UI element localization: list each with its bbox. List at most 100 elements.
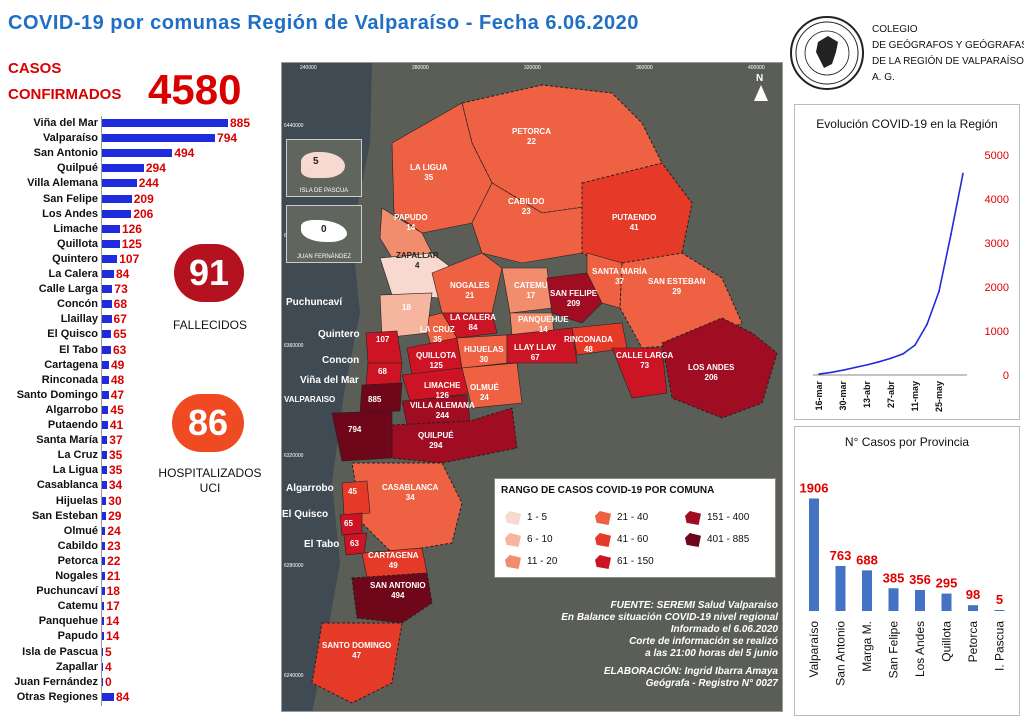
evolution-chart-panel: Evolución COVID-19 en la Región 0 1000 200…	[794, 104, 1020, 420]
commune-row: Nogales 21	[4, 569, 280, 583]
map-label-petorca: PETORCA 22	[512, 127, 551, 146]
commune-cabildo	[471, 182, 613, 264]
map-value-valparaiso: 794	[348, 425, 362, 434]
map-label-la-cruz: LA CRUZ 35	[420, 325, 455, 344]
commune-el-tabo	[343, 532, 368, 556]
map-label-cabildo: CABILDO 23	[508, 197, 545, 216]
series-point	[938, 290, 940, 293]
province-category-label: I. Pascua	[993, 621, 1007, 671]
commune-bar	[102, 526, 106, 535]
commune-name: Juan Fernández	[14, 675, 98, 688]
commune-bar	[102, 239, 120, 248]
province-value-label: 1906	[800, 480, 829, 495]
commune-value: 294	[145, 161, 166, 176]
grid-y-label: 6240000	[284, 673, 304, 679]
grid-y-label: 6320000	[284, 453, 304, 459]
map-label-san-felipe: SAN FELIPE 209	[550, 289, 598, 308]
map-label-san-esteban: SAN ESTEBAN 29	[648, 277, 706, 296]
commune-value: 494	[174, 146, 195, 161]
commune-name: Papudo	[57, 630, 98, 643]
series-point	[926, 323, 928, 326]
commune-row: El Quisco 65	[4, 327, 280, 341]
series-point	[854, 366, 856, 369]
commune-putaendo	[581, 162, 693, 274]
hospitalized-badge: 86	[172, 394, 244, 452]
commune-row: Los Andes 206	[4, 207, 280, 221]
legend-swatch	[595, 555, 611, 569]
evolution-chart-title: Evolución COVID-19 en la Región	[816, 117, 998, 131]
cases-label-line2: CONFIRMADOS	[8, 86, 122, 103]
source-line: FUENTE: SEREMI Salud Valparaiso	[610, 600, 778, 611]
source-line: Geógrafa - Registro N° 0027	[645, 678, 778, 689]
province-chart-title: N° Casos por Provincia	[844, 435, 970, 449]
commune-row: Cartagena 49	[4, 358, 280, 372]
x-tick-label: 16-mar	[814, 381, 824, 411]
commune-name: San Antonio	[33, 147, 98, 160]
commune-value: 885	[230, 116, 251, 130]
commune-bar	[102, 692, 114, 701]
commune-bar	[102, 119, 228, 127]
commune-name: Putaendo	[47, 419, 98, 431]
commune-name: Nogales	[55, 570, 98, 582]
y-tick-label: 1000	[985, 326, 1009, 338]
inset-juan-fernandez: 0 JUAN FERNÁNDEZ	[286, 205, 362, 263]
commune-row: Villa Alemana 244	[4, 176, 280, 190]
series-point	[950, 233, 952, 235]
deaths-label: FALLECIDOS	[172, 318, 248, 332]
y-tick-label: 5000	[985, 150, 1009, 162]
map-label-olmue: OLMUÉ 24	[470, 383, 499, 402]
commune-value: 0	[105, 674, 112, 689]
commune-name: Panquehue	[38, 615, 98, 628]
commune-bar	[102, 194, 132, 203]
legend-label: 61 - 150	[617, 556, 654, 567]
grid-x-label: 400000	[748, 65, 765, 71]
map-label-villa-alemana: VILLA ALEMANA 244	[410, 401, 475, 420]
x-tick-label: 30-mar	[838, 381, 848, 411]
map-label-quillota: QUILLOTA 125	[416, 351, 457, 370]
page-title: COVID-19 por comunas Región de Valparaís…	[8, 12, 639, 34]
source-block: FUENTE: SEREMI Salud Valparaiso En Balan…	[500, 600, 778, 690]
commune-row: Zapallar 4	[4, 660, 280, 674]
commune-row: Otras Regiones 84	[4, 690, 280, 704]
map-label-papudo: PAPUDO 14	[394, 213, 428, 232]
map-label-nogales: NOGALES 21	[450, 281, 490, 300]
cases-label: CASOS	[8, 60, 62, 77]
map-label-cartagena: CARTAGENA 49	[368, 551, 419, 570]
commune-row: Limache 126	[4, 222, 280, 236]
north-label: N	[756, 73, 764, 84]
map-side-label-vina: Viña del Mar	[300, 375, 359, 386]
legend-title: RANGO DE CASOS COVID-19 POR COMUNA	[501, 485, 715, 496]
map-legend: RANGO DE CASOS COVID-19 POR COMUNA 1 - 5…	[494, 478, 776, 578]
series-point	[962, 172, 964, 175]
commune-san-felipe	[546, 272, 603, 324]
commune-bar	[102, 421, 108, 429]
commune-casablanca	[351, 462, 463, 554]
inset-isla-de-pascua: 5 ISLA DE PASCUA	[286, 139, 362, 197]
commune-name: Limache	[53, 222, 98, 235]
commune-row: Valparaíso 794	[4, 131, 280, 145]
commune-bar	[102, 617, 104, 626]
commune-value: 45	[110, 402, 124, 417]
commune-bar	[102, 632, 104, 641]
island-value: 5	[313, 156, 319, 167]
commune-bar	[102, 572, 105, 580]
commune-bar	[102, 405, 109, 414]
commune-name: Cabildo	[57, 539, 98, 552]
legend-swatch	[505, 555, 521, 569]
commune-name: Calle Larga	[38, 283, 98, 296]
commune-row: Quintero 107	[4, 252, 280, 266]
commune-bar	[102, 602, 105, 611]
commune-value: 84	[115, 689, 130, 704]
province-category-label: Marga M.	[860, 621, 874, 672]
commune-bar	[102, 511, 107, 520]
commune-name: Casablanca	[36, 479, 98, 492]
commune-value: 21	[106, 569, 121, 583]
org-line: COLEGIO	[872, 24, 918, 35]
commune-value: 209	[133, 191, 154, 206]
grid-y-label: 6440000	[284, 123, 304, 129]
commune-value: 4	[105, 659, 112, 674]
commune-value: 22	[107, 553, 121, 568]
grid-x-label: 320000	[524, 65, 541, 71]
commune-name: Catemu	[57, 600, 98, 613]
island-shape	[301, 152, 345, 178]
